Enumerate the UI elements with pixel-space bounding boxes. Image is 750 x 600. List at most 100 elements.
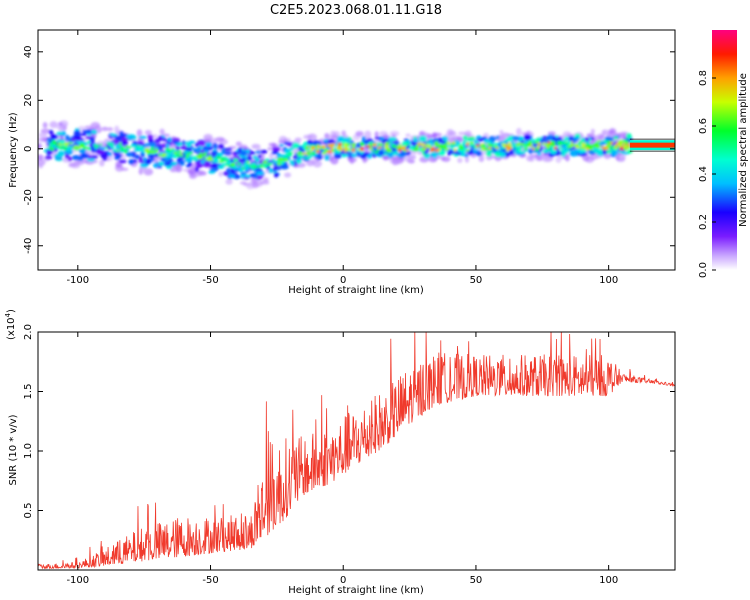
spectrogram-core — [343, 146, 348, 151]
spectrogram-speckle — [38, 154, 44, 161]
spectrogram-blob — [362, 140, 370, 144]
spectrogram-core — [480, 147, 485, 151]
spectrogram-blob — [605, 137, 614, 142]
spectrogram-core — [267, 163, 271, 166]
spectrogram-core — [192, 155, 197, 160]
spectrogram-blob — [184, 158, 193, 163]
spectrogram-core — [351, 148, 356, 152]
spectrogram-speckle — [590, 128, 595, 134]
spectrogram-blob — [573, 136, 580, 141]
spectrogram-core — [365, 145, 372, 148]
spectrogram-y-tick-label: 20 — [23, 94, 34, 107]
snr-panel: -100 -50 0 50 100 0.5 1.0 1.5 2.0 Height of str… — [4, 309, 676, 596]
spectrogram-blob — [50, 134, 58, 140]
spectrogram-x-tick-label: -100 — [66, 275, 89, 286]
spectrogram-core — [603, 146, 609, 150]
spectrogram-core — [105, 146, 108, 150]
snr-y-tick-label: 0.5 — [23, 503, 34, 519]
spectrogram-speckle — [499, 129, 504, 135]
spectrogram-blob — [537, 151, 542, 156]
spectrogram-core — [110, 145, 115, 149]
spectrogram-blob — [374, 136, 380, 140]
spectrogram-core — [507, 142, 512, 147]
spectrogram-blob — [84, 129, 93, 134]
spectrogram-blob — [79, 133, 88, 136]
spectrogram-speckle — [253, 179, 264, 187]
spectrogram-core — [330, 146, 334, 151]
spectrogram-speckle — [585, 156, 595, 163]
spectrogram-core — [344, 144, 348, 148]
spectrogram-blob — [602, 149, 607, 155]
spectrogram-speckle — [294, 137, 302, 142]
spectrogram-blob — [539, 138, 547, 144]
spectrogram-blob — [114, 154, 123, 158]
spectrogram-core — [62, 145, 66, 147]
spectrogram-core — [204, 157, 207, 161]
spectrogram-core — [465, 149, 471, 152]
spectrogram-core — [144, 148, 150, 153]
spectrogram-core — [352, 144, 356, 149]
spectrogram-core — [227, 164, 232, 167]
spectrogram-blob — [147, 134, 154, 140]
spectrogram-speckle — [71, 164, 80, 169]
spectrogram-speckle — [159, 128, 165, 135]
colorbar-gradient — [712, 30, 737, 270]
spectrogram-core — [256, 163, 261, 167]
spectrogram-core — [420, 142, 426, 147]
spectrogram-core — [185, 153, 188, 156]
spectrogram-core — [231, 163, 236, 166]
spectrogram-blob — [613, 136, 618, 140]
spectrogram-speckle — [267, 147, 273, 151]
snr-series-line — [38, 332, 675, 570]
spectrogram-core — [601, 146, 605, 148]
spectrogram-speckle — [442, 156, 451, 163]
spectrogram-blob — [209, 167, 219, 172]
spectrogram-core — [483, 147, 490, 151]
spectrogram-blob — [245, 174, 251, 178]
spectrogram-y-tick-label: 40 — [23, 45, 34, 58]
spectrogram-core — [85, 146, 89, 150]
spectrogram-core — [58, 146, 64, 149]
spectrogram-core — [420, 147, 427, 151]
spectrogram-blob — [298, 148, 304, 152]
spectrogram-core — [610, 141, 614, 145]
spectrogram-core — [435, 149, 440, 152]
spectrogram-blob — [207, 170, 216, 174]
spectrogram-speckle — [312, 160, 322, 168]
spectrogram-blob — [223, 151, 232, 155]
spectrogram-speckle — [426, 133, 434, 140]
spectrogram-blob — [186, 142, 192, 148]
spectrogram-blob — [195, 162, 203, 169]
spectrogram-speckle — [479, 154, 485, 160]
spectrogram-core — [447, 141, 451, 146]
spectrogram-y-tick-label: -20 — [23, 189, 34, 205]
spectrogram-blob — [198, 140, 206, 147]
spectrogram-core — [259, 163, 263, 168]
spectrogram-blob — [627, 149, 633, 154]
spectrogram-speckle — [151, 134, 158, 139]
snr-y-tick-label: 1.5 — [23, 384, 34, 400]
spectrogram-x-tick-label: 100 — [599, 275, 618, 286]
spectrogram-blob — [283, 161, 288, 167]
spectrogram-blob — [406, 150, 411, 155]
spectrogram-blob — [432, 152, 438, 159]
spectrogram-blob — [292, 155, 298, 160]
spectrogram-core — [337, 142, 343, 146]
spectrogram-core — [531, 147, 535, 151]
spectrogram-blob — [272, 167, 277, 172]
spectrogram-blob — [148, 142, 158, 148]
spectrogram-speckle — [101, 126, 108, 132]
spectrogram-blob — [194, 166, 199, 173]
spectrogram-blob — [523, 134, 532, 141]
spectrogram-blob — [273, 172, 279, 178]
spectrogram-blob — [495, 135, 500, 140]
spectrogram-blob — [255, 158, 260, 163]
spectrogram-blob — [157, 145, 164, 151]
snr-y-axis-label: SNR (10 * v/v) — [8, 414, 19, 485]
spectrogram-blob — [67, 156, 73, 162]
spectrogram-core — [184, 156, 189, 159]
spectrogram-core — [425, 144, 429, 148]
spectrogram-core — [617, 140, 624, 144]
spectrogram-core — [613, 145, 617, 149]
spectrogram-core — [315, 149, 320, 154]
